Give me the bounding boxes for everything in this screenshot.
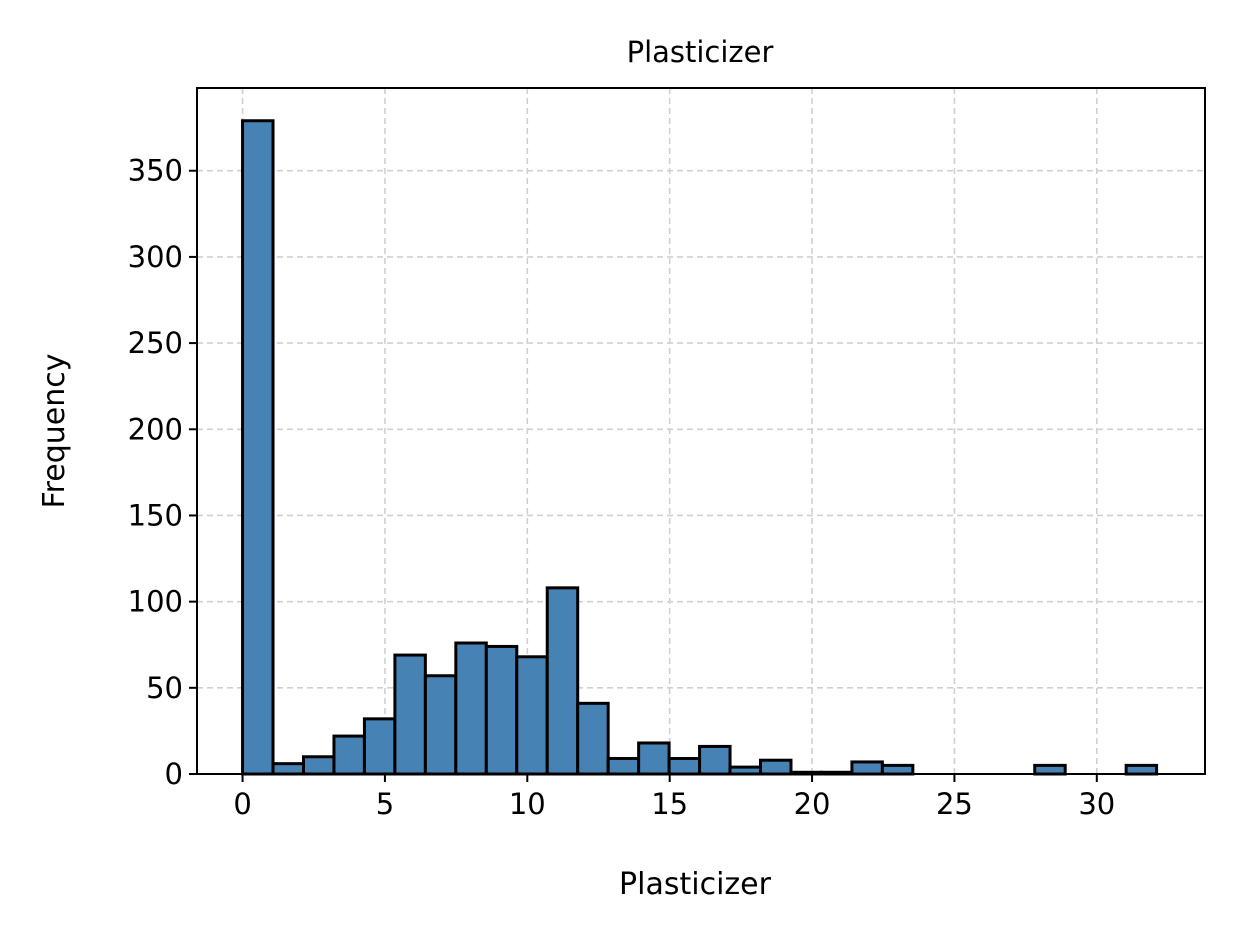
- y-tick-label: 50: [146, 671, 183, 705]
- histogram-bar: [759, 758, 793, 776]
- histogram-bar: [728, 765, 763, 776]
- histogram-bar: [332, 734, 366, 776]
- y-tick-label: 250: [128, 326, 183, 360]
- histogram-bar: [1124, 763, 1159, 776]
- histogram-bar: [850, 760, 884, 776]
- y-tick-label: 300: [128, 240, 183, 274]
- histogram-bars: [241, 119, 1159, 776]
- y-tick-label: 350: [128, 154, 183, 188]
- x-tick-label: 0: [233, 787, 251, 821]
- y-tick-label: 150: [128, 498, 183, 532]
- histogram-bar: [241, 119, 275, 776]
- x-axis-label: Plasticizer: [619, 867, 772, 902]
- x-axis-ticks: 0 5 10 15 20 25 30: [233, 774, 1115, 821]
- histogram-bar: [393, 653, 427, 776]
- x-tick-label: 5: [376, 787, 394, 821]
- histogram-bar: [667, 756, 702, 776]
- y-axis-ticks: 0 50 100 150 200 250 300 350: [128, 154, 197, 791]
- x-tick-label: 15: [651, 787, 688, 821]
- histogram-bar: [362, 717, 397, 776]
- grid-lines: [197, 88, 1205, 775]
- chart-title: Plasticizer: [627, 35, 774, 69]
- x-tick-label: 30: [1078, 787, 1115, 821]
- histogram-bar: [515, 655, 549, 776]
- histogram-bar: [576, 701, 610, 776]
- plot-frame: [196, 87, 1206, 775]
- y-tick-label: 100: [128, 585, 183, 619]
- x-tick-label: 25: [936, 787, 973, 821]
- histogram-bar: [545, 586, 580, 776]
- y-tick-label: 0: [165, 757, 183, 791]
- histogram-bar: [698, 744, 732, 776]
- histogram-bar: [484, 644, 519, 776]
- histogram-bar: [606, 756, 641, 776]
- y-axis-label: Frequency: [37, 354, 72, 509]
- histogram-bar: [637, 741, 671, 776]
- y-tick-label: 200: [128, 412, 183, 446]
- histogram-bar: [301, 755, 336, 776]
- histogram-bar: [423, 674, 458, 776]
- histogram-bar: [1033, 763, 1067, 776]
- histogram-bar: [880, 763, 915, 776]
- x-tick-label: 10: [509, 787, 546, 821]
- x-tick-label: 20: [794, 787, 831, 821]
- histogram-bar: [271, 762, 305, 776]
- histogram-bar: [454, 641, 488, 776]
